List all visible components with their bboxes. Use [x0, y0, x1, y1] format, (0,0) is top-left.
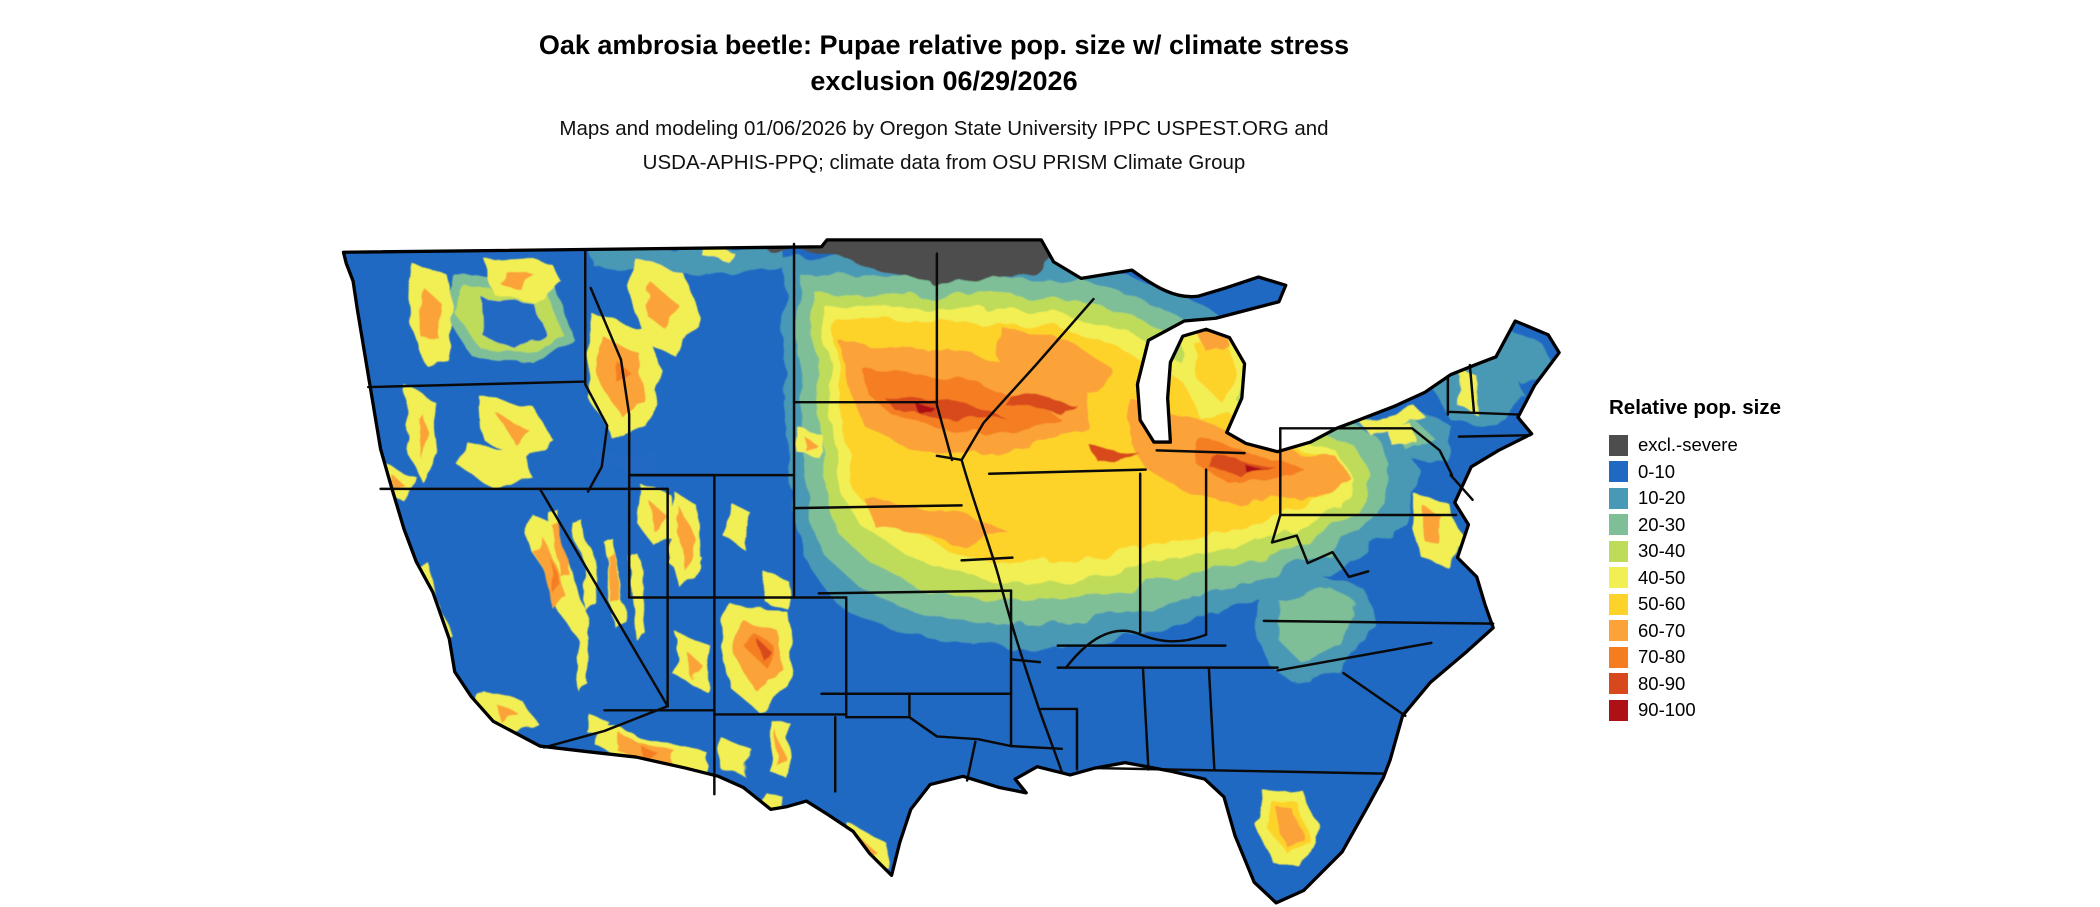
legend-label: 40-50	[1638, 566, 1686, 588]
state-borders	[366, 242, 1532, 796]
legend-swatch	[1609, 434, 1628, 456]
legend-item: 30-40	[1609, 538, 1869, 565]
legend-label: excl.-severe	[1638, 434, 1738, 456]
legend-swatch	[1609, 514, 1628, 536]
legend-label: 60-70	[1638, 619, 1686, 641]
legend-item: excl.-severe	[1609, 432, 1869, 459]
map-subtitle-line2: USDA-APHIS-PPQ; climate data from OSU PR…	[642, 151, 1246, 174]
legend-title: Relative pop. size	[1609, 396, 1782, 419]
legend-item: 80-90	[1609, 671, 1869, 698]
legend-label: 50-60	[1638, 593, 1686, 615]
legend-item: 40-50	[1609, 565, 1869, 592]
conus-map	[316, 233, 1566, 907]
legend-swatch	[1609, 461, 1628, 483]
legend-item: 20-30	[1609, 512, 1869, 539]
legend-label: 80-90	[1638, 672, 1686, 694]
legend-label: 0-10	[1638, 460, 1676, 482]
map-subtitle-line1: Maps and modeling 01/06/2026 by Oregon S…	[559, 117, 1329, 140]
map-title-line1: Oak ambrosia beetle: Pupae relative pop.…	[538, 30, 1350, 60]
map-subtitle: Maps and modeling 01/06/2026 by Oregon S…	[0, 112, 1888, 180]
legend-swatch	[1609, 699, 1628, 721]
header: Oak ambrosia beetle: Pupae relative pop.…	[0, 24, 1888, 180]
legend-swatch	[1609, 540, 1628, 562]
legend-item: 0-10	[1609, 459, 1869, 486]
legend-item: 70-80	[1609, 644, 1869, 671]
legend-label: 30-40	[1638, 540, 1686, 562]
legend-label: 20-30	[1638, 513, 1686, 535]
legend-item: 10-20	[1609, 485, 1869, 512]
map-clip-group	[343, 239, 1560, 903]
legend-item: 60-70	[1609, 618, 1869, 645]
legend-label: 70-80	[1638, 646, 1686, 668]
legend-swatch	[1609, 487, 1628, 509]
us-map-svg	[341, 238, 1561, 905]
legend-item: 90-100	[1609, 697, 1869, 724]
legend: Relative pop. size excl.-severe 0-10 10-20…	[1609, 396, 1869, 724]
legend-swatch	[1609, 593, 1628, 615]
legend-swatch	[1609, 620, 1628, 642]
legend-item: 50-60	[1609, 591, 1869, 618]
legend-swatch	[1609, 673, 1628, 695]
legend-label: 10-20	[1638, 487, 1686, 509]
legend-items: excl.-severe 0-10 10-20 20-30 30-40 40-50 50-6…	[1609, 432, 1869, 724]
conus-outline	[341, 238, 1561, 905]
legend-label: 90-100	[1638, 699, 1696, 721]
legend-swatch	[1609, 646, 1628, 668]
legend-swatch	[1609, 567, 1628, 589]
map-title-line2: exclusion 06/29/2026	[810, 66, 1078, 96]
